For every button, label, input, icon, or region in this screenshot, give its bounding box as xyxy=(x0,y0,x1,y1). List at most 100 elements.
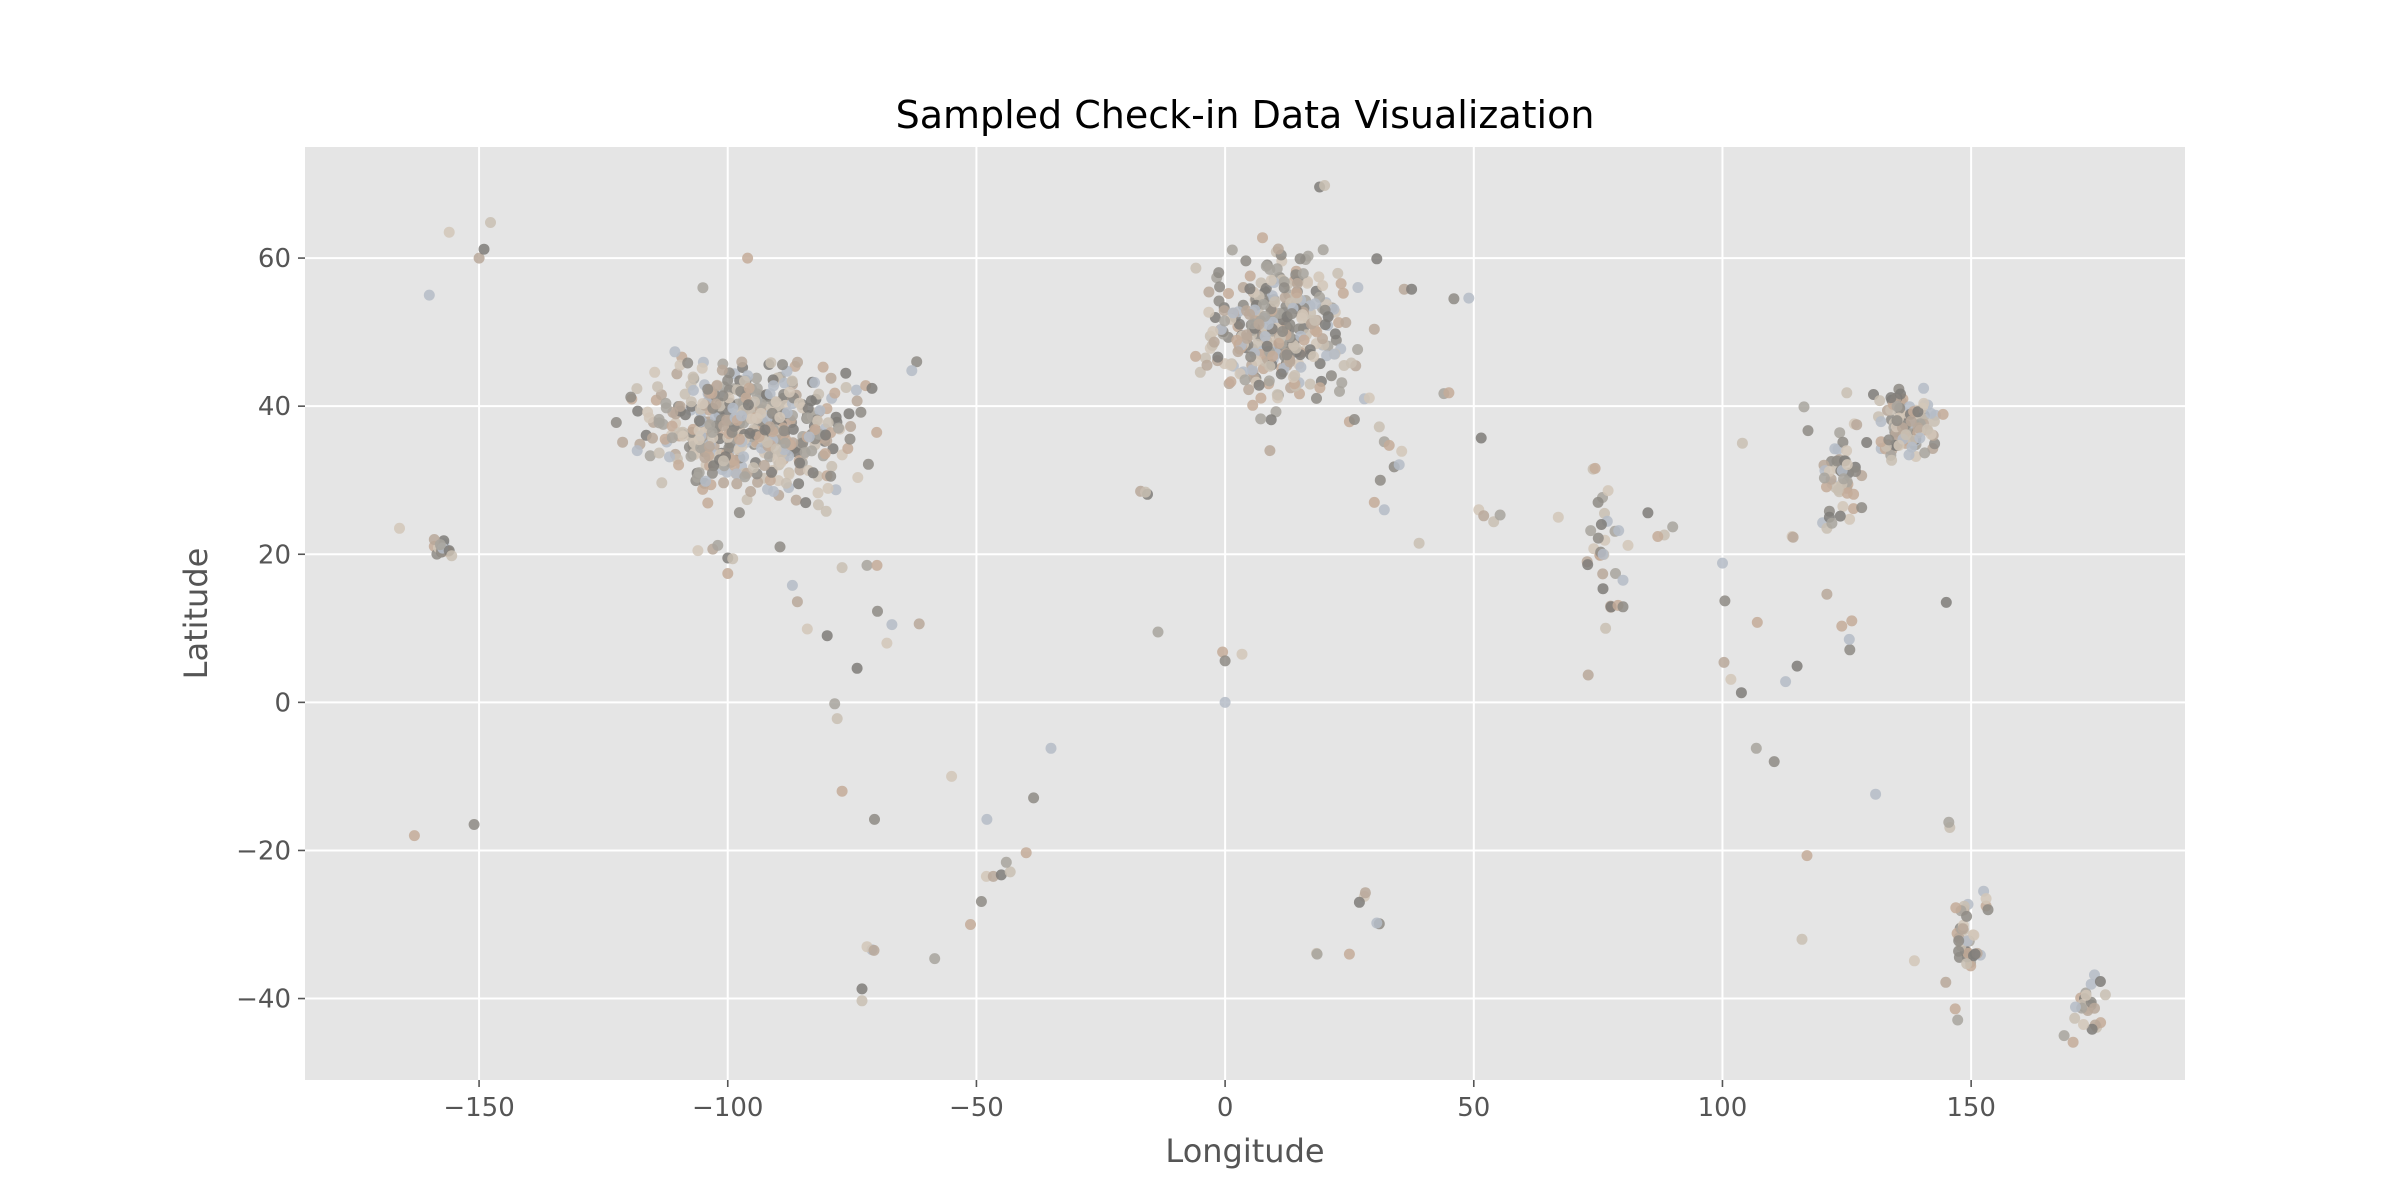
x-tick-label: 150 xyxy=(1946,1093,1996,1123)
scatter-point xyxy=(736,410,747,422)
scatter-point xyxy=(871,426,883,438)
scatter-point xyxy=(822,482,834,494)
scatter-point xyxy=(1905,415,1917,427)
scatter-point xyxy=(1595,519,1607,530)
scatter-point xyxy=(1004,866,1016,878)
scatter-point xyxy=(1234,318,1245,330)
scatter-point xyxy=(1277,326,1289,337)
scatter-point xyxy=(1851,419,1863,431)
scatter-point xyxy=(792,356,803,368)
scatter-point xyxy=(666,420,678,432)
scatter-point xyxy=(443,226,455,238)
scatter-point xyxy=(774,541,786,553)
scatter-point xyxy=(1940,596,1952,608)
scatter-point xyxy=(800,497,812,509)
scatter-point xyxy=(807,467,819,479)
scatter-point xyxy=(1223,288,1234,299)
scatter-point xyxy=(1891,400,1903,412)
scatter-point xyxy=(799,447,811,458)
scatter-point xyxy=(632,405,644,417)
scatter-point xyxy=(1201,359,1213,371)
scatter-point xyxy=(1194,366,1206,378)
scatter-point xyxy=(1592,496,1604,508)
scatter-point xyxy=(881,637,893,649)
scatter-point xyxy=(1885,392,1897,404)
scatter-point xyxy=(1837,501,1849,512)
scatter-point xyxy=(1841,459,1853,471)
scatter-point xyxy=(642,406,654,418)
scatter-point xyxy=(1246,364,1258,376)
scatter-point xyxy=(1225,376,1237,388)
scatter-point xyxy=(791,596,803,608)
scatter-point xyxy=(652,381,664,393)
scatter-point xyxy=(1829,443,1841,455)
scatter-point xyxy=(1363,392,1375,404)
scatter-point xyxy=(1396,445,1408,457)
scatter-point xyxy=(1597,583,1609,595)
scatter-point xyxy=(1267,350,1279,362)
scatter-point xyxy=(1949,1003,1961,1015)
scatter-point xyxy=(1329,328,1341,340)
scatter-point xyxy=(1257,232,1268,244)
scatter-point xyxy=(780,477,792,489)
scatter-point xyxy=(779,437,791,449)
scatter-point xyxy=(1243,384,1255,396)
scatter-point xyxy=(1589,462,1601,474)
y-axis-label: Latitude xyxy=(177,548,215,680)
scatter-point xyxy=(1798,401,1810,413)
scatter-point xyxy=(485,217,496,228)
scatter-point xyxy=(829,387,841,399)
scatter-point xyxy=(1319,180,1331,191)
scatter-point xyxy=(1821,588,1833,600)
scatter-point xyxy=(1908,955,1920,967)
scatter-point xyxy=(1841,387,1853,399)
scatter-point xyxy=(718,455,729,467)
scatter-point xyxy=(1352,282,1364,293)
scatter-point xyxy=(793,397,805,409)
scatter-point xyxy=(1850,466,1862,477)
scatter-point xyxy=(1891,415,1903,427)
scatter-point xyxy=(1352,344,1364,355)
scatter-point xyxy=(1597,568,1609,580)
scatter-point xyxy=(1278,282,1290,294)
scatter-point xyxy=(671,368,683,380)
scatter-point xyxy=(1961,958,1973,970)
scatter-point xyxy=(787,423,799,435)
scatter-point xyxy=(1373,421,1385,433)
scatter-point xyxy=(833,422,844,434)
scatter-point xyxy=(1225,359,1237,371)
scatter-point xyxy=(1290,342,1302,354)
scatter-point xyxy=(1258,298,1269,310)
scatter-point xyxy=(1275,368,1287,380)
x-tick-label: 50 xyxy=(1457,1093,1490,1123)
scatter-point xyxy=(1247,399,1259,411)
scatter-point xyxy=(761,436,773,448)
scatter-point xyxy=(868,944,880,956)
scatter-point xyxy=(693,467,705,479)
scatter-point xyxy=(666,432,678,444)
scatter-point xyxy=(1906,441,1918,453)
scatter-point xyxy=(1826,517,1838,529)
x-tick-label: 0 xyxy=(1217,1093,1234,1123)
scatter-point xyxy=(851,395,863,407)
scatter-point xyxy=(1269,296,1281,308)
scatter-point xyxy=(702,383,714,395)
scatter-point xyxy=(478,243,490,255)
scatter-point xyxy=(1383,439,1395,451)
scatter-point xyxy=(1152,626,1164,638)
scatter-point xyxy=(744,427,756,439)
scatter-point xyxy=(1207,326,1219,337)
scatter-point xyxy=(1893,439,1905,451)
scatter-point xyxy=(1263,375,1275,387)
scatter-point xyxy=(1308,351,1319,362)
scatter-point xyxy=(2085,978,2097,990)
scatter-point xyxy=(1219,655,1231,667)
scatter-point xyxy=(726,426,738,438)
scatter-point xyxy=(1736,437,1748,449)
scatter-point xyxy=(1260,282,1272,294)
scatter-point xyxy=(778,425,790,437)
scatter-point xyxy=(1463,292,1475,304)
scatter-point xyxy=(685,396,697,408)
scatter-point xyxy=(697,282,709,294)
scatter-point xyxy=(1838,473,1850,485)
